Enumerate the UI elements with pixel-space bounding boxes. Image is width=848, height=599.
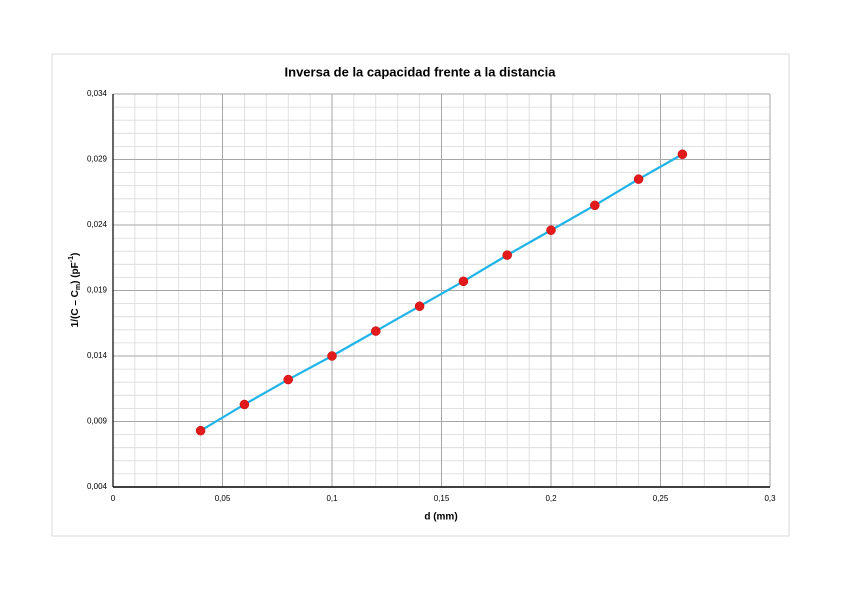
data-point: [633, 174, 644, 184]
trend-line: [200, 153, 683, 432]
x-tick-label: 0,2: [545, 494, 557, 503]
y-label-part: ): [70, 253, 81, 256]
data-point: [546, 225, 556, 235]
x-tick-label: 0: [111, 494, 116, 503]
chart-title: Inversa de la capacidad frente a la dist…: [285, 64, 557, 79]
y-label-part: 1/(C – C: [70, 290, 81, 327]
x-tick-label: 0,05: [215, 494, 231, 503]
major-grid: [112, 93, 771, 488]
y-tick-label: 0,034: [87, 89, 108, 98]
x-axis-label: d (mm): [424, 512, 457, 523]
y-label-sup: -1: [68, 256, 75, 262]
data-point: [283, 374, 293, 385]
x-tick-label: 0,25: [653, 494, 669, 503]
data-point: [239, 399, 250, 410]
y-tick-label: 0,024: [87, 220, 108, 229]
data-point: [458, 276, 469, 287]
y-tick-label: 0,029: [87, 155, 108, 164]
data-point: [502, 250, 512, 260]
data-point: [590, 200, 600, 211]
data-point: [677, 149, 688, 160]
y-label-part: ) (pF: [70, 262, 81, 284]
y-tick-label: 0,004: [87, 482, 108, 491]
y-tick-label: 0,019: [87, 286, 108, 295]
y-tick-label: 0,009: [87, 417, 108, 426]
x-tick-label: 0,15: [434, 494, 450, 503]
x-tick-label: 0,1: [326, 494, 338, 503]
data-point: [371, 326, 381, 336]
data-point: [414, 301, 425, 311]
data-point: [327, 351, 337, 361]
y-label-sub: m: [75, 284, 82, 290]
y-tick-label: 0,014: [87, 351, 108, 360]
data-point: [195, 425, 206, 436]
x-tick-label: 0,3: [764, 494, 776, 503]
y-axis-label: 1/(C – Cm) (pF-1): [68, 253, 82, 328]
chart-frame: [51, 53, 790, 537]
